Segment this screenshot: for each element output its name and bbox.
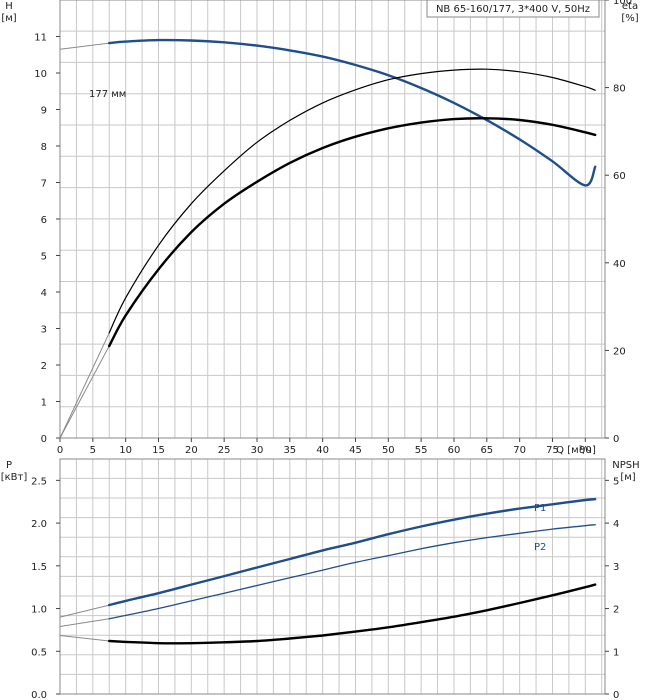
bottom-tick-labels: 0.0 0.5 1.0 1.5 2.0 2.5 0 1 2 3 4 5 <box>31 476 619 700</box>
right-tick-label: 0 <box>613 690 619 700</box>
x-tick-label: 5 <box>90 445 96 456</box>
left-tick-label: 8 <box>41 142 47 153</box>
h-axis-label: H <box>5 1 13 12</box>
series-extension-line <box>59 332 110 439</box>
x-tick-label: 75 <box>546 445 559 456</box>
x-tick-label: 30 <box>251 445 264 456</box>
p-axis-unit: [кВт] <box>1 472 28 483</box>
eta-axis-label: eta <box>622 1 638 12</box>
series-extension-line <box>59 604 110 618</box>
x-tick-label: 0 <box>57 445 63 456</box>
left-tick-label: 7 <box>41 179 47 190</box>
left-tick-label: 3 <box>41 325 47 336</box>
left-tick-label: 2.0 <box>31 519 47 530</box>
title-box-text: NB 65-160/177, 3*400 V, 50Hz <box>436 4 590 15</box>
p1-label: P1 <box>534 503 546 514</box>
series-extension-line <box>59 635 110 642</box>
right-tick-label: 20 <box>613 346 626 357</box>
x-tick-label: 70 <box>513 445 526 456</box>
left-tick-label: 0.0 <box>31 690 47 700</box>
top-series <box>59 38 597 439</box>
eta-axis-unit: [%] <box>621 13 638 24</box>
x-tick-label: 25 <box>218 445 231 456</box>
left-tick-label: 5 <box>41 252 47 263</box>
impeller-diameter-label: 177 мм <box>89 89 126 100</box>
right-tick-label: 60 <box>613 171 626 182</box>
right-tick-label: 3 <box>613 562 619 573</box>
bottom-grid <box>60 459 605 694</box>
series-line-top-3 <box>108 117 597 348</box>
q-axis-label: Q [м³/ч] <box>556 445 596 456</box>
right-tick-label: 0 <box>613 434 619 445</box>
npsh-axis-unit: [м] <box>620 472 635 483</box>
left-tick-label: 1 <box>41 398 47 409</box>
left-tick-label: 1.5 <box>31 562 47 573</box>
left-tick-label: 2 <box>41 361 47 372</box>
right-tick-label: 5 <box>613 476 619 487</box>
x-tick-label: 80 <box>579 445 592 456</box>
right-tick-label: 80 <box>613 84 626 95</box>
left-tick-label: 6 <box>41 215 47 226</box>
x-tick-label: 10 <box>119 445 132 456</box>
x-tick-label: 35 <box>283 445 296 456</box>
right-tick-label: 2 <box>613 605 619 616</box>
left-tick-label: 10 <box>34 69 47 80</box>
series-line-bottom-3 <box>108 583 597 645</box>
left-tick-label: 11 <box>34 33 47 44</box>
x-tick-label: 40 <box>316 445 329 456</box>
series-line-bottom-1 <box>108 498 597 607</box>
h-axis-unit: [м] <box>1 13 16 24</box>
left-tick-label: 2.5 <box>31 476 47 487</box>
series-line-top-1 <box>108 38 597 187</box>
title-box <box>426 0 600 18</box>
left-tick-label: 0 <box>41 434 47 445</box>
npsh-axis-label: NPSH <box>612 460 639 471</box>
x-tick-label: 65 <box>480 445 493 456</box>
left-tick-label: 4 <box>41 288 47 299</box>
right-tick-label: 100 <box>613 0 632 7</box>
x-tick-label: 55 <box>415 445 428 456</box>
x-tick-label: 50 <box>382 445 395 456</box>
bottom-series <box>59 498 597 645</box>
x-tick-label: 20 <box>185 445 198 456</box>
left-tick-label: 0.5 <box>31 647 47 658</box>
p-axis-label: P <box>6 460 12 471</box>
x-tick-label: 60 <box>448 445 461 456</box>
right-tick-label: 4 <box>613 519 619 530</box>
x-tick-label: 45 <box>349 445 362 456</box>
p2-label: P2 <box>534 542 546 553</box>
series-extension-line <box>59 42 110 50</box>
left-tick-label: 9 <box>41 106 47 117</box>
left-tick-label: 1.0 <box>31 605 47 616</box>
series-line-top-2 <box>108 68 596 334</box>
series-line-bottom-2 <box>108 524 596 620</box>
x-tick-label: 15 <box>152 445 165 456</box>
right-tick-label: 1 <box>613 647 619 658</box>
series-extension-line <box>59 618 110 627</box>
right-tick-label: 40 <box>613 259 626 270</box>
series-extension-line <box>59 345 110 439</box>
top-grid <box>60 0 605 438</box>
bottom-plot-frame <box>59 458 606 695</box>
